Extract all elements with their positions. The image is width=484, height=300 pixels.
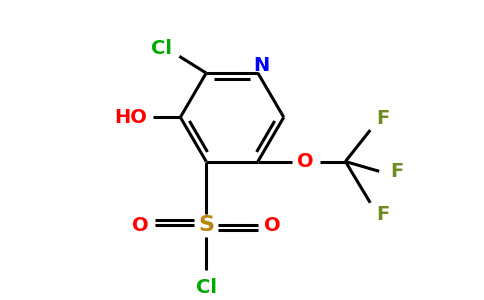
Text: HO: HO — [114, 108, 147, 127]
Text: Cl: Cl — [196, 278, 217, 297]
Text: F: F — [377, 109, 390, 128]
Text: O: O — [132, 216, 149, 235]
Text: O: O — [263, 216, 280, 235]
Text: O: O — [297, 152, 314, 171]
Text: Cl: Cl — [151, 39, 172, 58]
Text: S: S — [198, 215, 214, 235]
Text: F: F — [377, 205, 390, 224]
Text: N: N — [253, 56, 269, 75]
Text: F: F — [391, 162, 404, 181]
